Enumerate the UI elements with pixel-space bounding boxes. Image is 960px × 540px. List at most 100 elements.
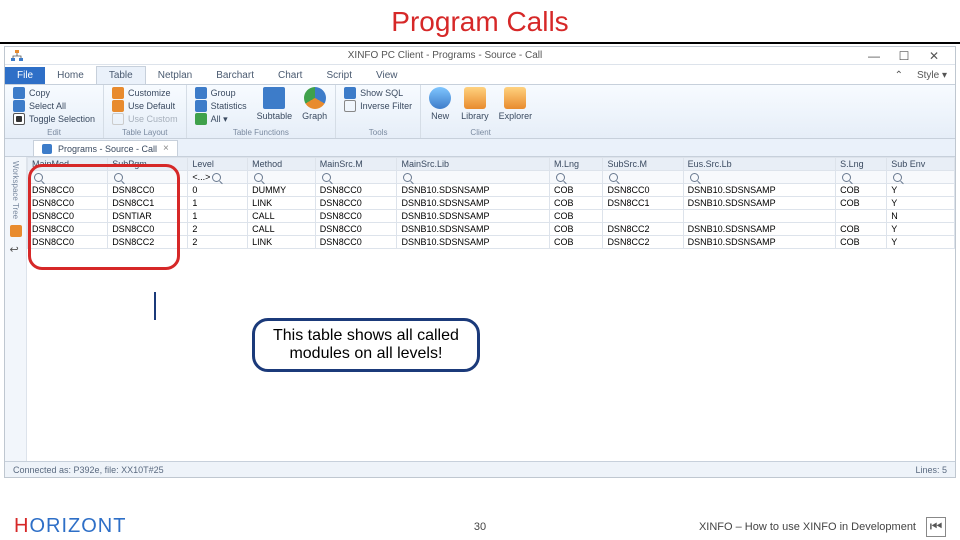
table-cell: DSNB10.SDSNSAMP	[683, 236, 836, 249]
search-icon[interactable]	[609, 173, 618, 182]
column-header[interactable]: S.Lng	[836, 158, 887, 171]
document-tab[interactable]: Programs - Source - Call ×	[33, 140, 178, 156]
all-dropdown[interactable]: All ▾	[195, 113, 247, 125]
table-cell: COB	[836, 184, 887, 197]
table-cell: DSN8CC2	[108, 236, 188, 249]
filter-icon	[344, 100, 356, 112]
footer-text: XINFO – How to use XINFO in Development	[699, 521, 916, 533]
ribbon-tab-file[interactable]: File	[5, 67, 45, 84]
filter-cell[interactable]: <...>	[188, 171, 248, 184]
minimize-button[interactable]: —	[859, 49, 889, 63]
ribbon-tab-view[interactable]: View	[364, 67, 410, 84]
ribbon-group-edit: Copy Select All Toggle Selection Edit	[5, 85, 104, 138]
toggle-icon	[13, 113, 25, 125]
search-icon[interactable]	[556, 173, 565, 182]
side-back-icon[interactable]: ↩	[10, 243, 22, 255]
table-row[interactable]: DSN8CC0DSN8CC11LINKDSN8CC0DSNB10.SDSNSAM…	[28, 197, 955, 210]
table-cell	[836, 210, 887, 223]
table-cell: COB	[836, 236, 887, 249]
close-button[interactable]: ✕	[919, 49, 949, 63]
filter-cell[interactable]	[836, 171, 887, 184]
filter-cell[interactable]	[397, 171, 550, 184]
search-icon[interactable]	[212, 173, 221, 182]
ribbon-collapse-icon[interactable]: ⌃	[889, 67, 909, 84]
ribbon-tab-barchart[interactable]: Barchart	[204, 67, 266, 84]
library-button[interactable]: Library	[461, 87, 489, 121]
table-cell: CALL	[248, 210, 316, 223]
search-icon[interactable]	[403, 173, 412, 182]
graph-button[interactable]: Graph	[302, 87, 327, 125]
new-button[interactable]: New	[429, 87, 451, 121]
ribbon-tab-script[interactable]: Script	[314, 67, 364, 84]
custom-icon	[112, 113, 124, 125]
search-icon[interactable]	[322, 173, 331, 182]
first-slide-icon[interactable]: ⏮	[926, 517, 946, 537]
statistics-button[interactable]: Statistics	[195, 100, 247, 112]
column-header[interactable]: SubPgm	[108, 158, 188, 171]
table-cell: DSNB10.SDSNSAMP	[397, 223, 550, 236]
table-row[interactable]: DSN8CC0DSNTIAR1CALLDSN8CC0DSNB10.SDSNSAM…	[28, 210, 955, 223]
show-sql-button[interactable]: Show SQL	[344, 87, 412, 99]
search-icon[interactable]	[893, 173, 902, 182]
table-cell: DSNB10.SDSNSAMP	[683, 223, 836, 236]
toggle-selection-button[interactable]: Toggle Selection	[13, 113, 95, 125]
search-icon[interactable]	[114, 173, 123, 182]
column-header[interactable]: Method	[248, 158, 316, 171]
ribbon-group-layout: Customize Use Default Use Custom Table L…	[104, 85, 187, 138]
column-header[interactable]: M.Lng	[549, 158, 602, 171]
column-header[interactable]: MainMod	[28, 158, 108, 171]
group-button[interactable]: Group	[195, 87, 247, 99]
status-right: Lines: 5	[915, 465, 947, 475]
ribbon-tab-netplan[interactable]: Netplan	[146, 67, 204, 84]
table-cell: Y	[887, 236, 955, 249]
statusbar: Connected as: P392e, file: XX10T#25 Line…	[5, 461, 955, 477]
table-row[interactable]: DSN8CC0DSN8CC02CALLDSN8CC0DSNB10.SDSNSAM…	[28, 223, 955, 236]
ribbon-tab-table[interactable]: Table	[96, 66, 146, 84]
column-header[interactable]: Eus.Src.Lb	[683, 158, 836, 171]
stats-icon	[195, 100, 207, 112]
use-default-button[interactable]: Use Default	[112, 100, 178, 112]
table-row[interactable]: DSN8CC0DSN8CC00DUMMYDSN8CC0DSNB10.SDSNSA…	[28, 184, 955, 197]
column-header[interactable]: Level	[188, 158, 248, 171]
filter-cell[interactable]	[28, 171, 108, 184]
column-header[interactable]: SubSrc.M	[603, 158, 683, 171]
filter-cell[interactable]	[549, 171, 602, 184]
table-cell: Y	[887, 197, 955, 210]
workspace-tree-label[interactable]: Workspace Tree	[11, 161, 20, 219]
filter-cell[interactable]	[683, 171, 836, 184]
customize-button[interactable]: Customize	[112, 87, 178, 99]
ribbon-tab-home[interactable]: Home	[45, 67, 96, 84]
column-header[interactable]: Sub Env	[887, 158, 955, 171]
search-icon[interactable]	[34, 173, 43, 182]
search-icon[interactable]	[690, 173, 699, 182]
filter-cell[interactable]	[887, 171, 955, 184]
filter-cell[interactable]	[108, 171, 188, 184]
select-all-button[interactable]: Select All	[13, 100, 95, 112]
side-star-icon[interactable]	[10, 225, 22, 237]
filter-cell[interactable]	[248, 171, 316, 184]
table-cell: COB	[549, 210, 602, 223]
table-cell: LINK	[248, 197, 316, 210]
explorer-button[interactable]: Explorer	[499, 87, 533, 121]
filter-cell[interactable]	[315, 171, 397, 184]
copy-button[interactable]: Copy	[13, 87, 95, 99]
inverse-filter-button[interactable]: Inverse Filter	[344, 100, 412, 112]
search-icon[interactable]	[842, 173, 851, 182]
ribbon-group-functions: Group Statistics All ▾ Subtable Graph Ta…	[187, 85, 337, 138]
column-header[interactable]: MainSrc.Lib	[397, 158, 550, 171]
column-header[interactable]: MainSrc.M	[315, 158, 397, 171]
filter-cell[interactable]	[603, 171, 683, 184]
library-icon	[464, 87, 486, 109]
style-dropdown[interactable]: Style ▾	[909, 67, 955, 84]
ribbon-tab-chart[interactable]: Chart	[266, 67, 314, 84]
maximize-button[interactable]: ☐	[889, 49, 919, 63]
subtable-button[interactable]: Subtable	[257, 87, 293, 125]
doc-tab-close-icon[interactable]: ×	[163, 143, 169, 154]
table-cell: 2	[188, 223, 248, 236]
table-cell: CALL	[248, 223, 316, 236]
table-cell: DSN8CC0	[315, 223, 397, 236]
table-cell: DUMMY	[248, 184, 316, 197]
table-row[interactable]: DSN8CC0DSN8CC22LINKDSN8CC0DSNB10.SDSNSAM…	[28, 236, 955, 249]
search-icon[interactable]	[254, 173, 263, 182]
subtable-icon	[263, 87, 285, 109]
